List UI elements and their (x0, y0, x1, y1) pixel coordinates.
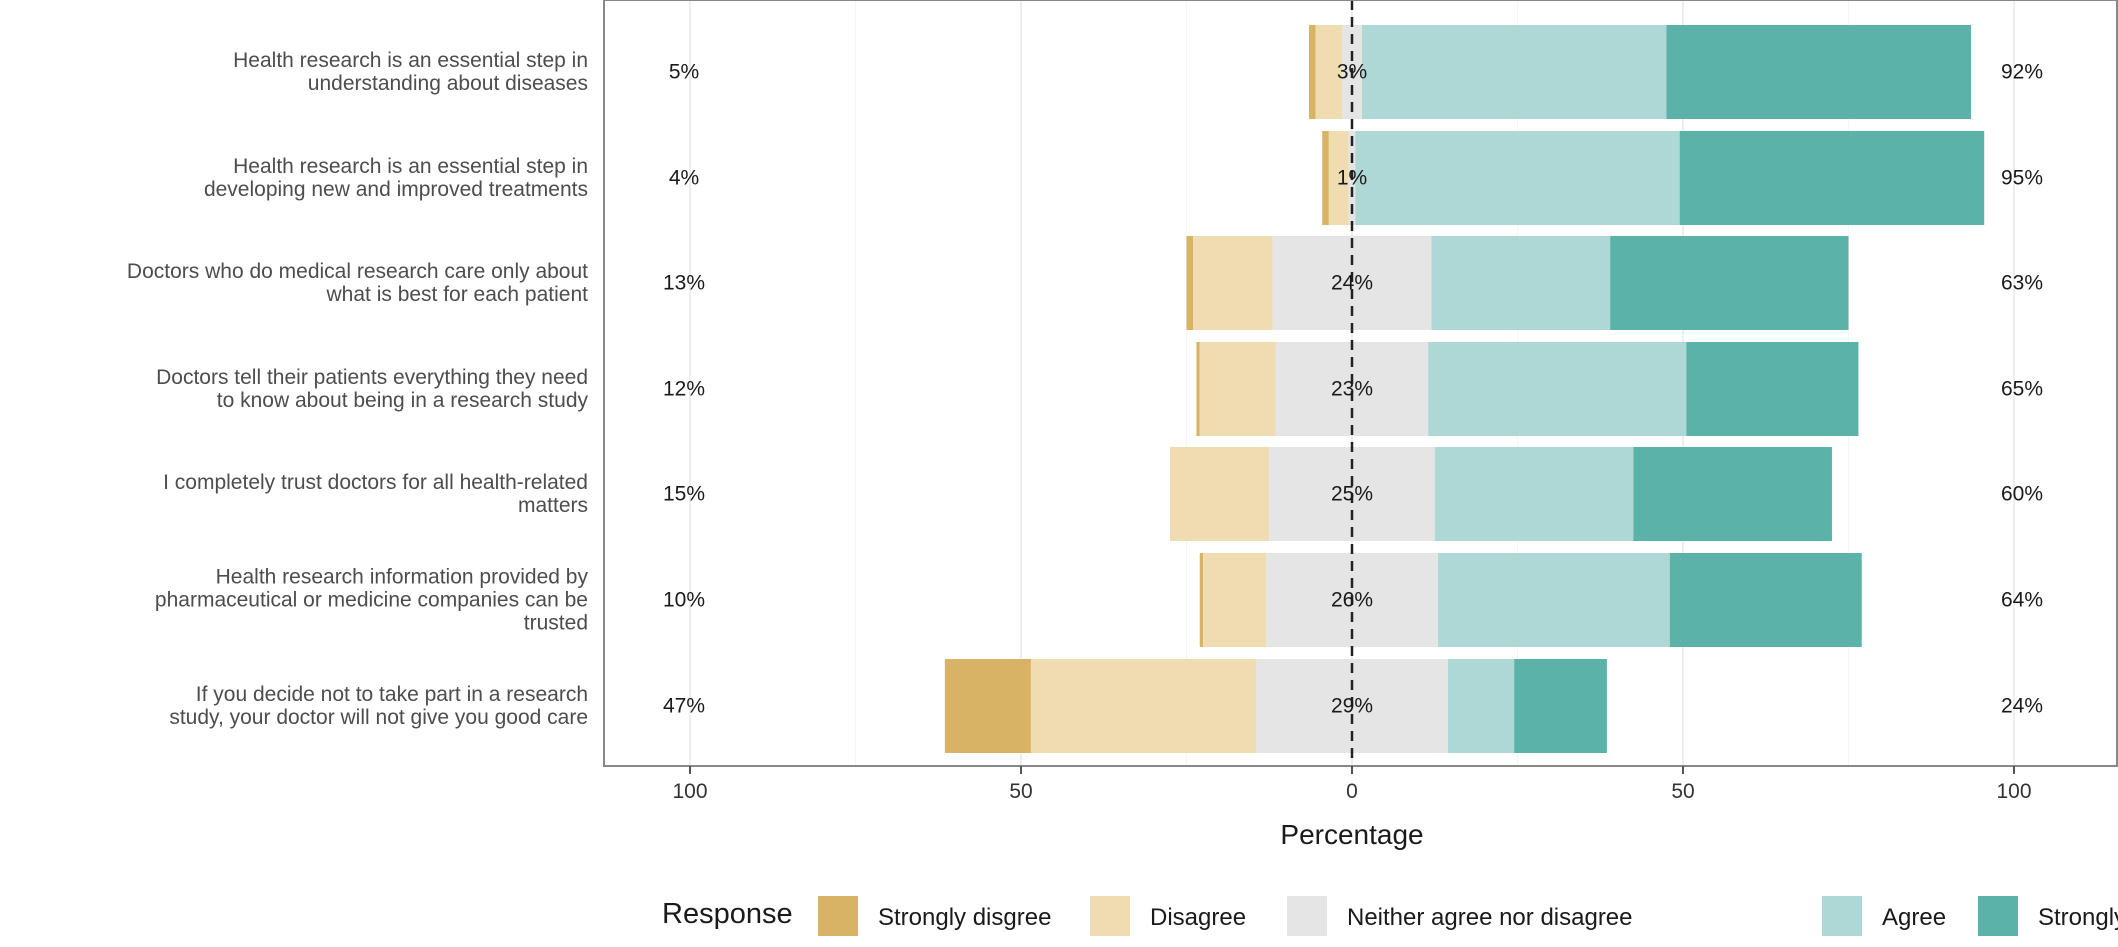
right-percentage-label: 92% (2001, 61, 2043, 84)
right-percentage-label: 60% (2001, 483, 2043, 506)
item-label: Doctors who do medical research care onl… (127, 260, 588, 306)
item-labels: Health research is an essential step in u… (127, 49, 589, 729)
bar-segment (1666, 25, 1971, 119)
left-percentage-label: 4% (669, 167, 699, 190)
legend-key (818, 896, 858, 936)
legend-title: Response (662, 898, 793, 930)
x-tick-label: 50 (1009, 780, 1032, 803)
bar-segment (1199, 342, 1276, 436)
right-percentage-label: 63% (2001, 272, 2043, 295)
bar-segment (1186, 236, 1194, 330)
legend-key (1978, 896, 2018, 936)
bar-segment (1308, 25, 1316, 119)
bar-segment (1199, 553, 1204, 647)
center-percentage-label: 26% (1331, 589, 1373, 612)
legend-label: Agree (1882, 904, 1946, 931)
legend-label: Strongly agree (2038, 904, 2118, 931)
bar-segment (1434, 447, 1634, 541)
legend-label: Strongly disgree (878, 904, 1051, 931)
x-tick-label: 100 (672, 780, 707, 803)
legend-entry: Strongly disgree (818, 896, 1051, 936)
bar-segment (1030, 659, 1257, 753)
item-label: If you decide not to take part in a rese… (169, 683, 588, 729)
center-percentage-label: 3% (1337, 61, 1367, 84)
legend: Response Strongly disgree Disagree Neither … (662, 896, 2118, 936)
right-percentage-label: 95% (2001, 167, 2043, 190)
bar-segment (1355, 131, 1680, 225)
legend-entry: Neither agree nor disagree (1287, 896, 1633, 936)
bar-segment (1447, 659, 1515, 753)
bar-segment (944, 659, 1031, 753)
right-percentage-label: 24% (2001, 695, 2043, 718)
x-tick-label: 100 (1996, 780, 2031, 803)
legend-label: Neither agree nor disagree (1347, 904, 1633, 931)
legend-key (1287, 896, 1327, 936)
item-label: Health research is an essential step in d… (204, 155, 588, 201)
x-axis-title: Percentage (1280, 819, 1423, 850)
left-percentage-label: 47% (663, 695, 705, 718)
bar-segment (1431, 236, 1611, 330)
bar-segment (1361, 25, 1667, 119)
item-label: I completely trust doctors for all healt… (163, 471, 588, 517)
bar-segment (1196, 342, 1200, 436)
item-label: Doctors tell their patients everything t… (156, 366, 588, 412)
right-percentage-label: 65% (2001, 378, 2043, 401)
bar-segment (1669, 553, 1862, 647)
bar-segment (1633, 447, 1832, 541)
center-percentage-label: 24% (1331, 272, 1373, 295)
bar-segment (1322, 131, 1329, 225)
center-percentage-label: 25% (1331, 483, 1373, 506)
center-percentage-label: 23% (1331, 378, 1373, 401)
center-percentage-label: 1% (1337, 167, 1367, 190)
bar-segment (1193, 236, 1273, 330)
legend-entry: Agree (1822, 896, 1946, 936)
legend-entry: Disagree (1090, 896, 1246, 936)
bar-segment (1203, 553, 1266, 647)
bar-segment (1438, 553, 1670, 647)
bar-segment (1169, 447, 1270, 541)
center-percentage-label: 29% (1331, 695, 1373, 718)
legend-key (1090, 896, 1130, 936)
bar-segment (1328, 131, 1349, 225)
x-tick-label: 0 (1346, 780, 1358, 803)
left-percentage-label: 5% (669, 61, 699, 84)
right-percentage-label: 64% (2001, 589, 2043, 612)
bar-segment (1679, 131, 1985, 225)
bar-segment (1610, 236, 1849, 330)
bar-segment (1428, 342, 1687, 436)
percentage-labels: 5% 3% 92% 4% 1% 95% 13% 24% 63% 12% 23% 65% 15% 25% 60… (663, 61, 2043, 718)
plot-border (603, 0, 2118, 767)
left-percentage-label: 15% (663, 483, 705, 506)
legend-entry: Strongly agree (1978, 896, 2118, 936)
item-label: Health research information provided by p… (155, 566, 589, 635)
bar-segment (1514, 659, 1607, 753)
left-percentage-label: 13% (663, 272, 705, 295)
x-tick-label: 50 (1671, 780, 1694, 803)
x-axis-ticks: 100 50 0 50 100 (672, 766, 2032, 803)
left-percentage-label: 10% (663, 589, 705, 612)
bar-segment (1686, 342, 1859, 436)
left-percentage-label: 12% (663, 378, 705, 401)
legend-label: Disagree (1150, 904, 1246, 931)
item-label: Health research is an essential step in u… (233, 49, 588, 95)
bar-segment (1315, 25, 1343, 119)
legend-key (1822, 896, 1862, 936)
